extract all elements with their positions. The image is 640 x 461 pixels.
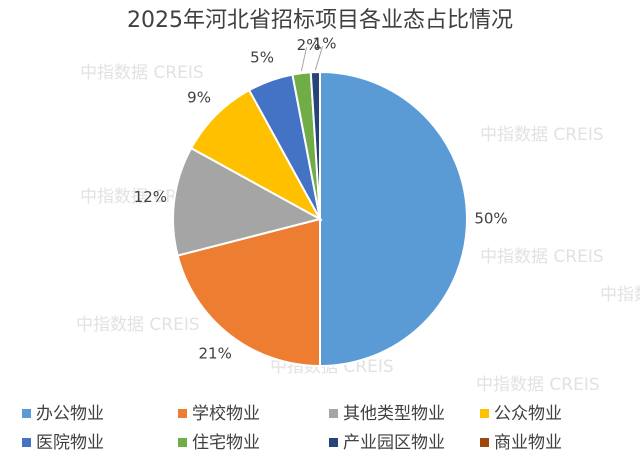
pie-slice-2	[176, 217, 321, 368]
legend-label: 学校物业	[192, 404, 260, 424]
data-label: 9%	[187, 89, 211, 107]
pie-slice-4	[189, 88, 323, 222]
pie-slice-1	[319, 70, 468, 368]
legend-label: 商业物业	[494, 433, 562, 453]
leader-line	[314, 45, 324, 71]
data-label: 1%	[313, 35, 337, 53]
leader-line	[300, 47, 308, 72]
legend-label: 产业园区物业	[343, 433, 445, 453]
legend-item: 公众物业	[480, 404, 562, 424]
legend-swatch	[178, 438, 187, 447]
watermark: 中指数据 CREIS	[480, 247, 604, 267]
legend-label: 其他类型物业	[343, 404, 445, 424]
chart-title: 2025年河北省招标项目各业态占比情况	[127, 8, 513, 33]
data-label: 21%	[199, 345, 232, 363]
data-labels: 50% 21% 12% 9% 5% 2%1%	[134, 35, 508, 363]
legend-label: 办公物业	[36, 404, 104, 424]
legend-swatch	[22, 409, 31, 418]
legend-label: 公众物业	[494, 404, 562, 424]
legend-swatch	[480, 438, 489, 447]
data-label: 12%	[134, 188, 167, 206]
watermark: 中指数据 CREIS	[76, 315, 200, 335]
watermark: 中指数据 CREIS	[480, 125, 604, 145]
legend-item: 学校物业	[178, 404, 260, 424]
legend-swatch	[329, 438, 338, 447]
watermark: 中指数据 CREIS	[80, 187, 204, 207]
legend-swatch	[480, 409, 489, 418]
legend-label: 医院物业	[36, 433, 104, 453]
legend-item: 办公物业	[22, 404, 104, 424]
pie-slice-7	[309, 70, 321, 220]
legend-item: 医院物业	[22, 433, 104, 453]
data-label: 5%	[250, 49, 274, 67]
legend-swatch	[329, 409, 338, 418]
watermark: 中指数据 CREIS	[600, 285, 640, 305]
leader-lines	[300, 45, 324, 72]
legend-item: 产业园区物业	[329, 433, 445, 453]
legend-item: 其他类型物业	[329, 404, 445, 424]
pie-slice-3	[172, 146, 323, 257]
pie-slices	[172, 70, 468, 368]
legend-item: 住宅物业	[178, 433, 260, 453]
legend-swatch	[178, 409, 187, 418]
legend-swatch	[22, 438, 31, 447]
legend-item: 商业物业	[480, 433, 562, 453]
watermark: 中指数据 CREIS	[476, 375, 600, 395]
data-label: 2%	[297, 36, 321, 54]
data-label: 50%	[474, 210, 507, 228]
watermark: 中指数据 CREIS	[80, 63, 204, 83]
legend-label: 住宅物业	[192, 433, 260, 453]
